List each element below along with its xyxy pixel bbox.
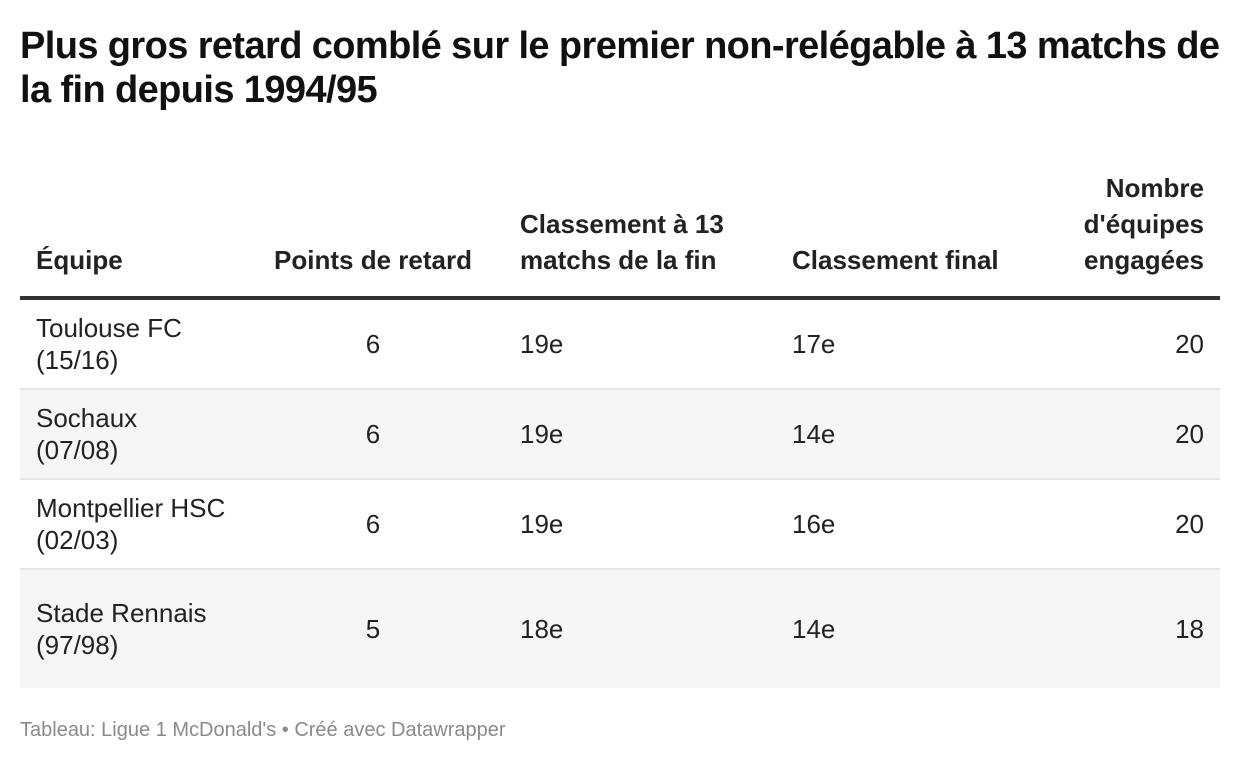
cell-points-behind: 6 — [242, 479, 504, 570]
cell-rank-13: 18e — [504, 569, 776, 688]
cell-points-behind: 6 — [242, 298, 504, 390]
cell-points-behind: 6 — [242, 389, 504, 480]
header-points-behind[interactable]: Points de retard — [242, 170, 504, 300]
header-teams-count[interactable]: Nombre d'équipes engagées — [1058, 170, 1220, 300]
header-team[interactable]: Équipe — [20, 170, 242, 300]
page-title: Plus gros retard comblé sur le premier n… — [20, 25, 1220, 111]
table-row: Toulouse FC (15/16) 6 19e 17e 20 — [20, 298, 1220, 390]
cell-team: Sochaux (07/08) — [20, 389, 242, 480]
cell-team: Toulouse FC (15/16) — [20, 298, 242, 390]
table-row: Sochaux (07/08) 6 19e 14e 20 — [20, 389, 1220, 480]
table-row: Stade Rennais (97/98) 5 18e 14e 18 — [20, 569, 1220, 688]
header-final-rank[interactable]: Classement final — [776, 170, 1058, 300]
cell-teams-count: 20 — [1058, 479, 1220, 570]
header-rank-13[interactable]: Classement à 13 matchs de la fin — [504, 170, 776, 300]
cell-rank-13: 19e — [504, 298, 776, 390]
cell-final-rank: 17e — [776, 298, 1058, 390]
header-row: Équipe Points de retard Classement à 13 … — [20, 170, 1220, 300]
cell-team: Montpellier HSC (02/03) — [20, 479, 242, 570]
cell-rank-13: 19e — [504, 389, 776, 480]
table-body: Toulouse FC (15/16) 6 19e 17e 20 Sochaux… — [20, 298, 1220, 688]
cell-final-rank: 14e — [776, 389, 1058, 480]
cell-teams-count: 20 — [1058, 298, 1220, 390]
cell-final-rank: 14e — [776, 569, 1058, 688]
cell-final-rank: 16e — [776, 479, 1058, 570]
cell-teams-count: 18 — [1058, 569, 1220, 688]
data-table-container: Équipe Points de retard Classement à 13 … — [20, 170, 1220, 688]
cell-team: Stade Rennais (97/98) — [20, 569, 242, 688]
table-row: Montpellier HSC (02/03) 6 19e 16e 20 — [20, 479, 1220, 570]
cell-points-behind: 5 — [242, 569, 504, 688]
source-footer: Tableau: Ligue 1 McDonald's • Créé avec … — [20, 719, 506, 741]
table-header: Équipe Points de retard Classement à 13 … — [20, 170, 1220, 300]
data-table: Équipe Points de retard Classement à 13 … — [20, 170, 1220, 688]
cell-teams-count: 20 — [1058, 389, 1220, 480]
cell-rank-13: 19e — [504, 479, 776, 570]
